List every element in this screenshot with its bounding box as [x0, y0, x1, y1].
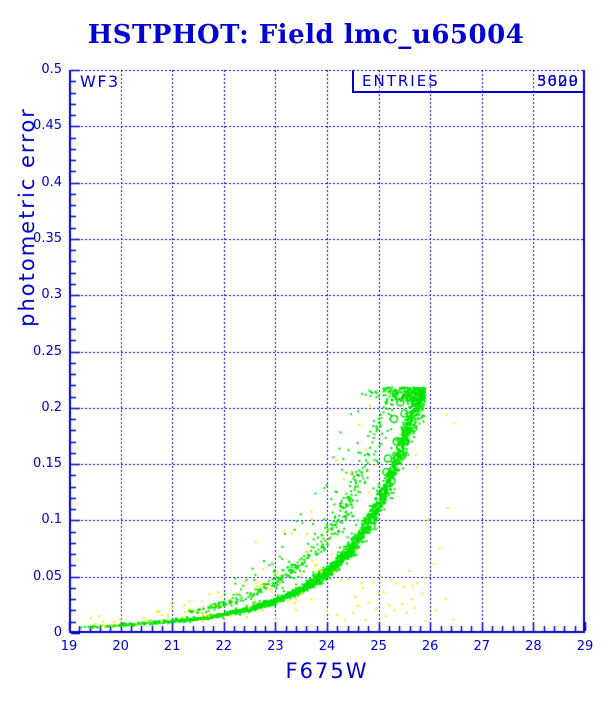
y-tick-label: 0.15: [33, 456, 62, 472]
x-tick-label: 27: [473, 639, 491, 654]
y-tick-label: 0.45: [33, 118, 62, 134]
y-tick-label: 0.05: [33, 568, 62, 584]
x-tick-label: 28: [525, 639, 542, 654]
entries-count-value-2: 5620: [536, 72, 579, 90]
entries-box: ENTRIES 3009 5620: [352, 70, 585, 93]
entries-count-value-1: 3009: [536, 72, 579, 90]
x-tick-label: 23: [267, 639, 284, 654]
entries-label: ENTRIES: [362, 72, 440, 90]
y-tick-label: 0.5: [41, 62, 62, 77]
x-tick-label: 29: [576, 639, 594, 654]
y-tick-label: 0.3: [41, 287, 62, 303]
y-tick-label: 0: [53, 625, 62, 640]
x-tick-label: 24: [318, 639, 336, 654]
y-tick-label: 0.35: [33, 230, 62, 246]
y-tick-label: 0.4: [41, 174, 62, 190]
y-tick-label: 0.1: [41, 512, 62, 528]
x-tick-label: 21: [163, 639, 181, 654]
x-tick-label: 20: [112, 639, 129, 654]
x-tick-label: 19: [60, 639, 78, 654]
x-tick-label: 26: [421, 639, 439, 654]
panel-label-wf3: WF3: [80, 72, 120, 91]
y-tick-label: 0.25: [33, 343, 62, 359]
y-tick-label: 0.2: [41, 399, 62, 415]
x-tick-label: 25: [370, 639, 387, 654]
x-axis-label: F675W: [285, 659, 369, 683]
x-tick-label: 22: [215, 639, 233, 654]
